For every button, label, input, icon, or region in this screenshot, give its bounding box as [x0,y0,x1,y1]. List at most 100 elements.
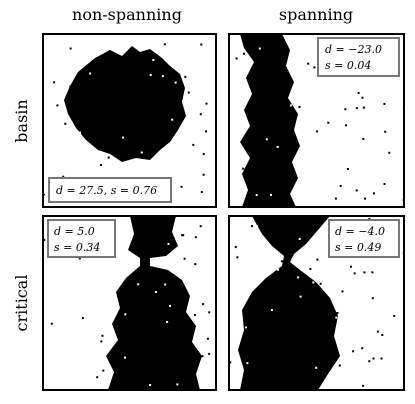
noise-pixel [89,72,92,75]
noise-pixel [137,283,140,286]
annotation: s = 0.04 [325,59,371,72]
noise-pixel [290,141,293,144]
cluster [106,216,202,390]
noise-pixel [144,351,147,354]
annotation: d = 27.5, s = 0.76 [56,184,157,197]
noise-pixel [346,168,349,170]
noise-pixel [200,43,203,46]
noise-pixel [344,108,347,111]
noise-pixel [181,245,184,248]
noise-pixel [56,104,59,107]
noise-pixel [113,83,116,86]
noise-pixel [187,91,190,94]
noise-pixel [368,360,371,363]
column-header: non-spanning [72,5,182,24]
noise-pixel [200,191,203,194]
noise-pixel [299,374,302,376]
noise-pixel [370,202,373,205]
annotation-box [47,219,116,258]
noise-pixel [96,376,99,379]
noise-pixel [380,357,383,360]
noise-pixel [264,327,266,330]
noise-pixel [329,326,332,329]
noise-pixel [263,87,266,90]
noise-pixel [150,325,153,328]
noise-pixel [151,218,154,221]
noise-pixel [56,261,59,264]
noise-pixel [270,104,273,106]
panel [229,34,404,207]
noise-pixel [172,238,175,241]
noise-pixel [229,35,232,38]
annotation: s = 0.49 [335,241,381,254]
noise-pixel [245,326,247,329]
noise-pixel [365,166,368,169]
noise-pixel [59,325,62,328]
noise-pixel [180,185,183,188]
noise-pixel [234,246,237,249]
noise-pixel [341,290,344,293]
noise-pixel [281,260,283,263]
noise-pixel [277,268,279,271]
noise-pixel [180,330,182,333]
noise-pixel [144,94,147,97]
noise-pixel [196,188,198,191]
noise-pixel [388,151,391,154]
panel [43,216,211,390]
noise-pixel [152,339,155,342]
noise-pixel [381,334,384,336]
noise-pixel [202,173,205,176]
row-header: basin [12,99,31,142]
noise-pixel [344,133,347,135]
noise-pixel [152,123,155,126]
noise-pixel [378,372,381,375]
noise-pixel [262,57,265,60]
noise-pixel [140,122,142,124]
noise-pixel [376,330,379,333]
noise-pixel [247,269,250,272]
noise-pixel [168,374,171,376]
noise-pixel [396,202,399,205]
noise-pixel [312,281,315,284]
noise-pixel [315,366,318,369]
noise-pixel [384,130,387,133]
panel [43,34,216,204]
noise-pixel [371,271,374,274]
noise-pixel [64,381,67,384]
noise-pixel [357,92,360,94]
noise-pixel [162,286,165,289]
noise-pixel [202,303,205,306]
noise-pixel [192,353,195,356]
noise-pixel [78,257,81,260]
noise-pixel [362,106,365,109]
noise-pixel [93,70,95,73]
noise-pixel [53,81,56,84]
noise-pixel [352,350,355,353]
noise-pixel [298,237,301,240]
noise-pixel [144,256,147,259]
panel-frame [42,33,217,208]
noise-pixel [272,365,275,368]
noise-pixel [195,74,198,77]
noise-pixel [355,107,358,110]
noise-pixel [355,189,358,192]
noise-pixel [164,283,167,286]
noise-pixel [243,35,246,38]
noise-pixel [250,251,253,254]
annotation: d = −4.0 [335,225,385,238]
noise-pixel [167,242,170,245]
noise-pixel [169,126,172,129]
noise-pixel [130,153,133,156]
noise-pixel [183,257,186,260]
noise-pixel [361,347,364,350]
noise-pixel [263,220,266,223]
noise-pixel [383,183,386,185]
noise-pixel [393,314,396,317]
noise-pixel [43,238,46,241]
noise-pixel [124,313,127,316]
noise-pixel [81,317,84,320]
noise-pixel [338,364,341,367]
noise-pixel [353,272,356,275]
noise-pixel [250,225,253,228]
noise-pixel [199,113,202,116]
